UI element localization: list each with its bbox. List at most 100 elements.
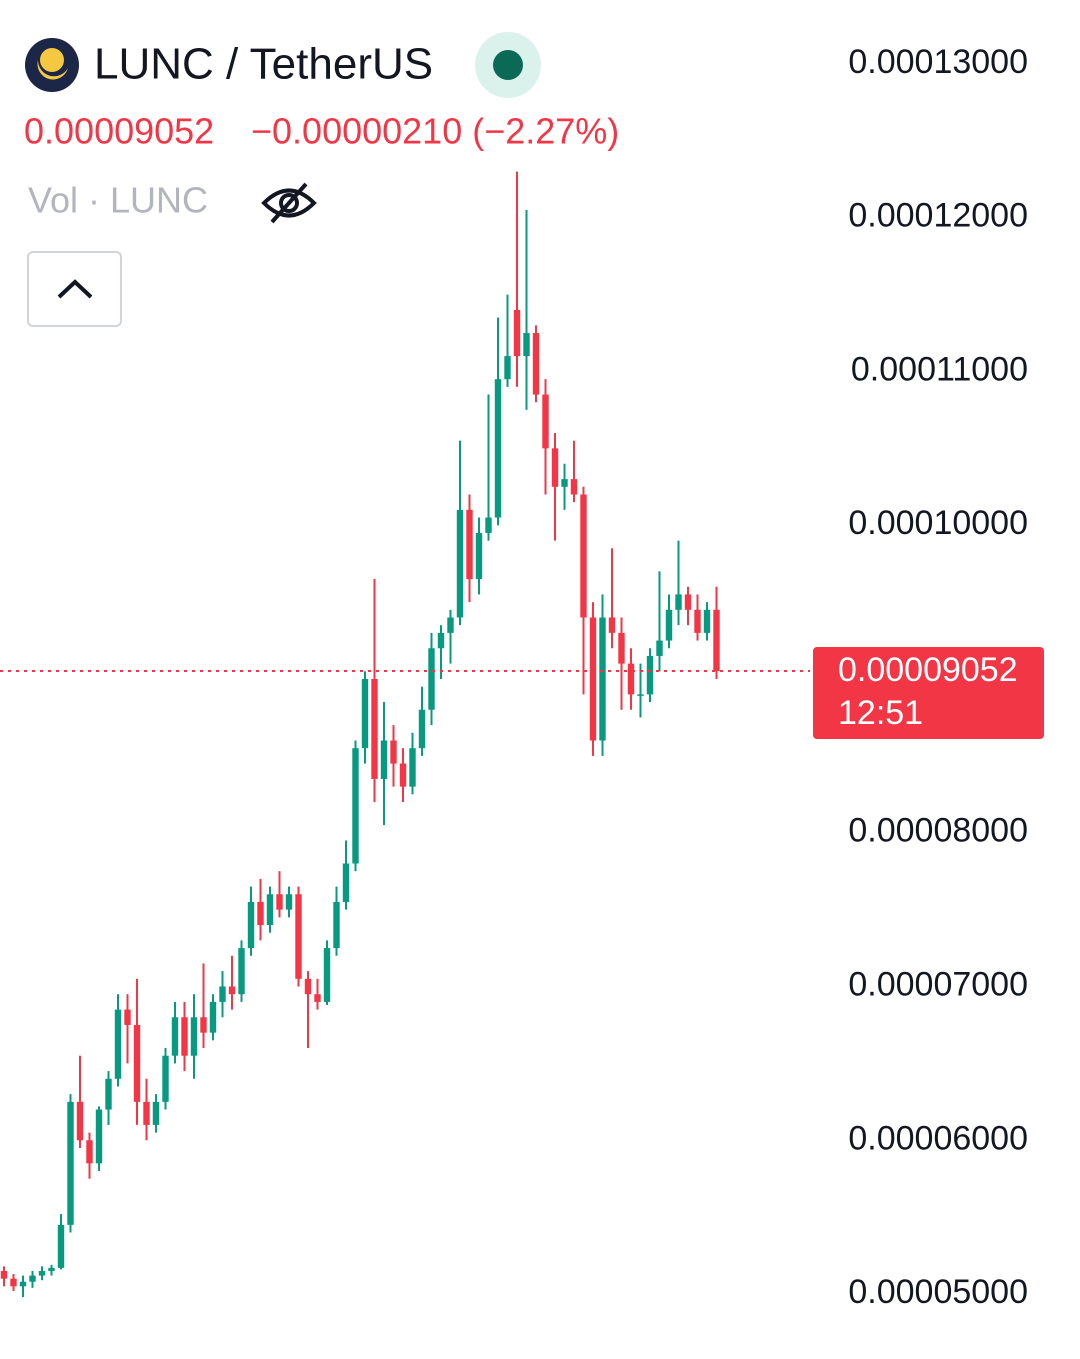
candle-body xyxy=(599,617,606,741)
candle-body xyxy=(399,763,407,787)
candle-body xyxy=(618,632,625,664)
candle-body xyxy=(684,594,692,610)
countdown: 12:51 xyxy=(838,694,923,732)
y-tick-label: 0.00011000 xyxy=(851,350,1028,388)
candle-body xyxy=(295,894,302,979)
y-tick-label: 0.00013000 xyxy=(848,43,1028,81)
candle-body xyxy=(323,948,331,1002)
y-tick-label: 0.00012000 xyxy=(848,197,1028,235)
candle-body xyxy=(371,678,378,779)
candle-body xyxy=(57,1224,65,1268)
candle-body xyxy=(200,1017,207,1033)
candle-body xyxy=(551,448,559,487)
candle-body xyxy=(76,1101,84,1141)
y-tick-label: 0.00006000 xyxy=(848,1119,1028,1157)
candle-body xyxy=(219,986,226,1002)
candle-body xyxy=(342,863,350,902)
candle-body xyxy=(181,1017,188,1056)
last-price-box xyxy=(813,647,1044,740)
candle-body xyxy=(542,394,549,449)
volume-label: Vol · LUNC xyxy=(28,180,208,221)
candle-body xyxy=(390,740,397,764)
candle-body xyxy=(48,1267,55,1271)
chevron-up xyxy=(57,279,93,299)
y-tick-label: 0.00007000 xyxy=(848,966,1028,1004)
candle-body xyxy=(228,986,236,995)
y-tick-label: 0.00010000 xyxy=(848,504,1028,542)
candle-body xyxy=(361,678,369,749)
candle-body xyxy=(513,309,521,357)
status-dot xyxy=(493,50,523,80)
candle-body xyxy=(627,663,635,695)
candle-body xyxy=(466,509,473,580)
candle-body xyxy=(694,609,701,633)
candle-body xyxy=(637,694,644,696)
candle-body xyxy=(485,517,492,533)
candle-body xyxy=(238,948,245,995)
y-tick-label: 0.00008000 xyxy=(848,812,1028,850)
y-tick-label: 0.00005000 xyxy=(848,1273,1028,1311)
candle-body xyxy=(494,379,502,518)
candle-body xyxy=(266,894,274,926)
candle-body xyxy=(646,655,654,695)
candle-body xyxy=(589,617,597,741)
candle-body xyxy=(29,1275,36,1282)
candle-body xyxy=(333,901,340,949)
candle-body xyxy=(0,1270,8,1279)
candle-body xyxy=(703,609,711,633)
candle-body xyxy=(162,1055,169,1102)
candle-body xyxy=(675,594,682,610)
candle-body xyxy=(190,1017,198,1056)
candle-body xyxy=(428,648,435,710)
candle-body xyxy=(447,617,454,633)
candle-body xyxy=(19,1281,27,1287)
hide-icon[interactable] xyxy=(261,182,317,224)
candle-body xyxy=(504,356,511,380)
candle-body xyxy=(475,532,483,580)
candle-body xyxy=(285,894,293,910)
candle-body xyxy=(247,901,255,949)
candle-body xyxy=(456,509,464,618)
candle-body xyxy=(10,1278,17,1287)
candle-body xyxy=(665,609,673,641)
candle-body xyxy=(124,1009,131,1025)
candle-body xyxy=(608,617,616,633)
candle-body xyxy=(171,1017,179,1056)
candle-body xyxy=(352,748,359,864)
change: −0.00000210 (−2.27%) xyxy=(251,111,619,152)
candle-body xyxy=(276,894,283,910)
candle-body xyxy=(133,1024,141,1102)
price: 0.00009052 xyxy=(24,111,214,152)
candle-body xyxy=(713,609,720,672)
candle-body xyxy=(570,479,578,495)
candle-body xyxy=(105,1078,112,1110)
candle-body xyxy=(380,740,388,779)
candle-body xyxy=(38,1270,46,1276)
candle-body xyxy=(523,333,530,357)
candle-body xyxy=(209,1001,217,1033)
candle-body xyxy=(95,1109,103,1164)
symbol: LUNC / TetherUS xyxy=(94,40,433,89)
candle-body xyxy=(257,901,264,926)
candle-body xyxy=(152,1101,160,1125)
coin-icon-sun xyxy=(40,48,64,72)
candle-body xyxy=(67,1101,74,1225)
candles xyxy=(0,171,720,1298)
collapse-button[interactable] xyxy=(27,251,122,327)
candle-body xyxy=(532,333,540,395)
candle-body xyxy=(418,709,426,749)
candle-body xyxy=(409,748,416,787)
candle-body xyxy=(86,1140,93,1164)
last-price-label: 0.00009052 xyxy=(838,651,1018,689)
candle-body xyxy=(304,978,312,995)
candle-body xyxy=(314,994,321,1002)
candle-body xyxy=(561,479,568,487)
candle-body xyxy=(437,632,445,649)
candle-body xyxy=(656,640,663,656)
coin-icon-moon xyxy=(37,60,68,80)
candle-body xyxy=(580,494,587,618)
candle-body xyxy=(114,1009,122,1079)
candle-body xyxy=(143,1101,150,1125)
